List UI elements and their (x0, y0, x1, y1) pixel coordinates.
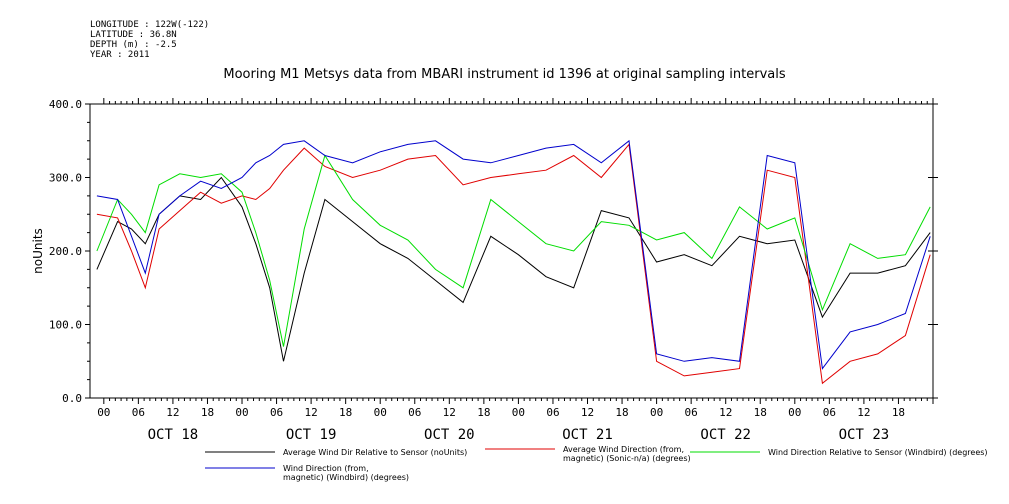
series-line-4 (96, 139, 931, 370)
legend-label-4: magnetic) (Windbird) (degrees) (283, 473, 409, 482)
year-text: YEAR : 2011 (90, 50, 150, 60)
x-tick-label: 12 (857, 406, 870, 419)
x-day-label: OCT 19 (286, 427, 337, 443)
series-line-1 (96, 176, 931, 362)
x-tick-label: 18 (477, 406, 490, 419)
y-tick-label: 100.0 (49, 319, 82, 332)
x-day-label: OCT 23 (839, 427, 890, 443)
x-tick-label: 00 (512, 406, 525, 419)
x-tick-label: 00 (97, 406, 110, 419)
metadata-block: LONGITUDE : 122W(-122) LATITUDE : 36.8N … (90, 20, 209, 60)
x-tick-label: 06 (408, 406, 421, 419)
x-day-label: OCT 22 (700, 427, 751, 443)
latitude-text: LATITUDE : 36.8N (90, 30, 177, 40)
legend-label-2: Average Wind Direction (from, (563, 445, 684, 454)
series-line-3 (96, 154, 931, 347)
y-tick-label: 200.0 (49, 245, 82, 258)
legend-label-4: Wind Direction (from, (283, 464, 369, 473)
x-tick-label: 18 (754, 406, 767, 419)
legend-label-1: Average Wind Dir Relative to Sensor (noU… (283, 448, 467, 457)
x-tick-label: 18 (615, 406, 628, 419)
legend-label-3: Wind Direction Relative to Sensor (Windb… (768, 448, 988, 457)
chart-title: Mooring M1 Metsys data from MBARI instru… (223, 67, 786, 82)
x-day-label: OCT 18 (148, 427, 199, 443)
x-day-label: OCT 20 (424, 427, 475, 443)
y-axis-label: noUnits (31, 228, 45, 274)
x-tick-label: 12 (719, 406, 732, 419)
x-tick-label: 00 (235, 406, 248, 419)
series-line-2 (96, 143, 931, 385)
x-tick-label: 18 (201, 406, 214, 419)
x-tick-label: 12 (581, 406, 594, 419)
x-tick-label: 06 (685, 406, 698, 419)
x-tick-label: 12 (443, 406, 456, 419)
depth-text: DEPTH (m) : -2.5 (90, 40, 177, 50)
x-tick-label: 18 (339, 406, 352, 419)
x-day-label: OCT 21 (562, 427, 613, 443)
x-tick-label: 06 (546, 406, 559, 419)
y-tick-label: 300.0 (49, 172, 82, 185)
x-tick-label: 12 (304, 406, 317, 419)
x-tick-label: 00 (650, 406, 663, 419)
x-tick-label: 00 (374, 406, 387, 419)
x-tick-label: 06 (270, 406, 283, 419)
x-tick-label: 18 (892, 406, 905, 419)
y-tick-label: 0.0 (62, 392, 82, 405)
x-tick-label: 12 (166, 406, 179, 419)
x-tick-label: 06 (132, 406, 145, 419)
x-tick-label: 00 (788, 406, 801, 419)
legend-label-2: magnetic) (Sonic-n/a) (degrees) (563, 454, 691, 463)
x-tick-label: 06 (823, 406, 836, 419)
longitude-text: LONGITUDE : 122W(-122) (90, 20, 210, 30)
y-tick-label: 400.0 (49, 98, 82, 111)
